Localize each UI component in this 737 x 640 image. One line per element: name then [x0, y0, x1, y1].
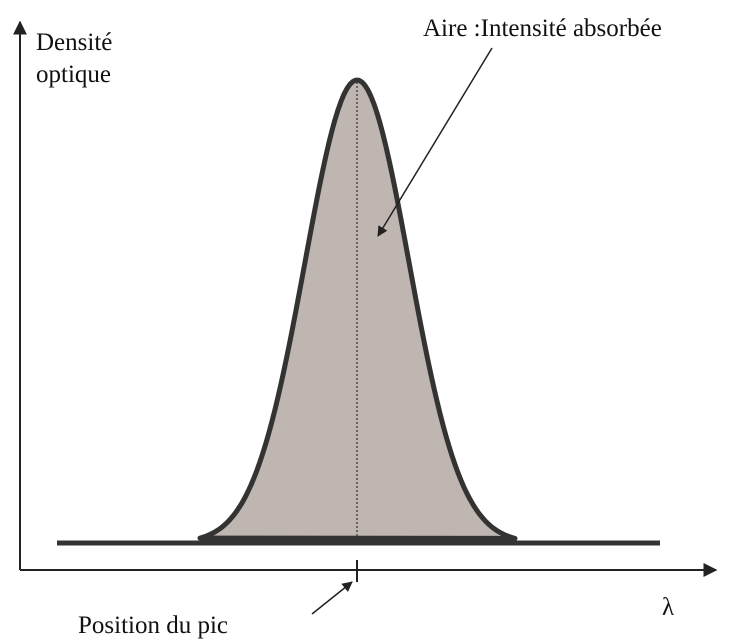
position-arrow: [311, 581, 353, 615]
absorption-peak: [197, 77, 518, 541]
y-axis-label: Densité: [36, 29, 112, 56]
x-axis-label: λ: [662, 594, 674, 621]
area-arrow: [377, 47, 493, 237]
position-label: Position du pic: [78, 612, 228, 639]
area-label: Aire :Intensité absorbée: [423, 15, 662, 42]
y-axis-label: optique: [36, 61, 111, 88]
